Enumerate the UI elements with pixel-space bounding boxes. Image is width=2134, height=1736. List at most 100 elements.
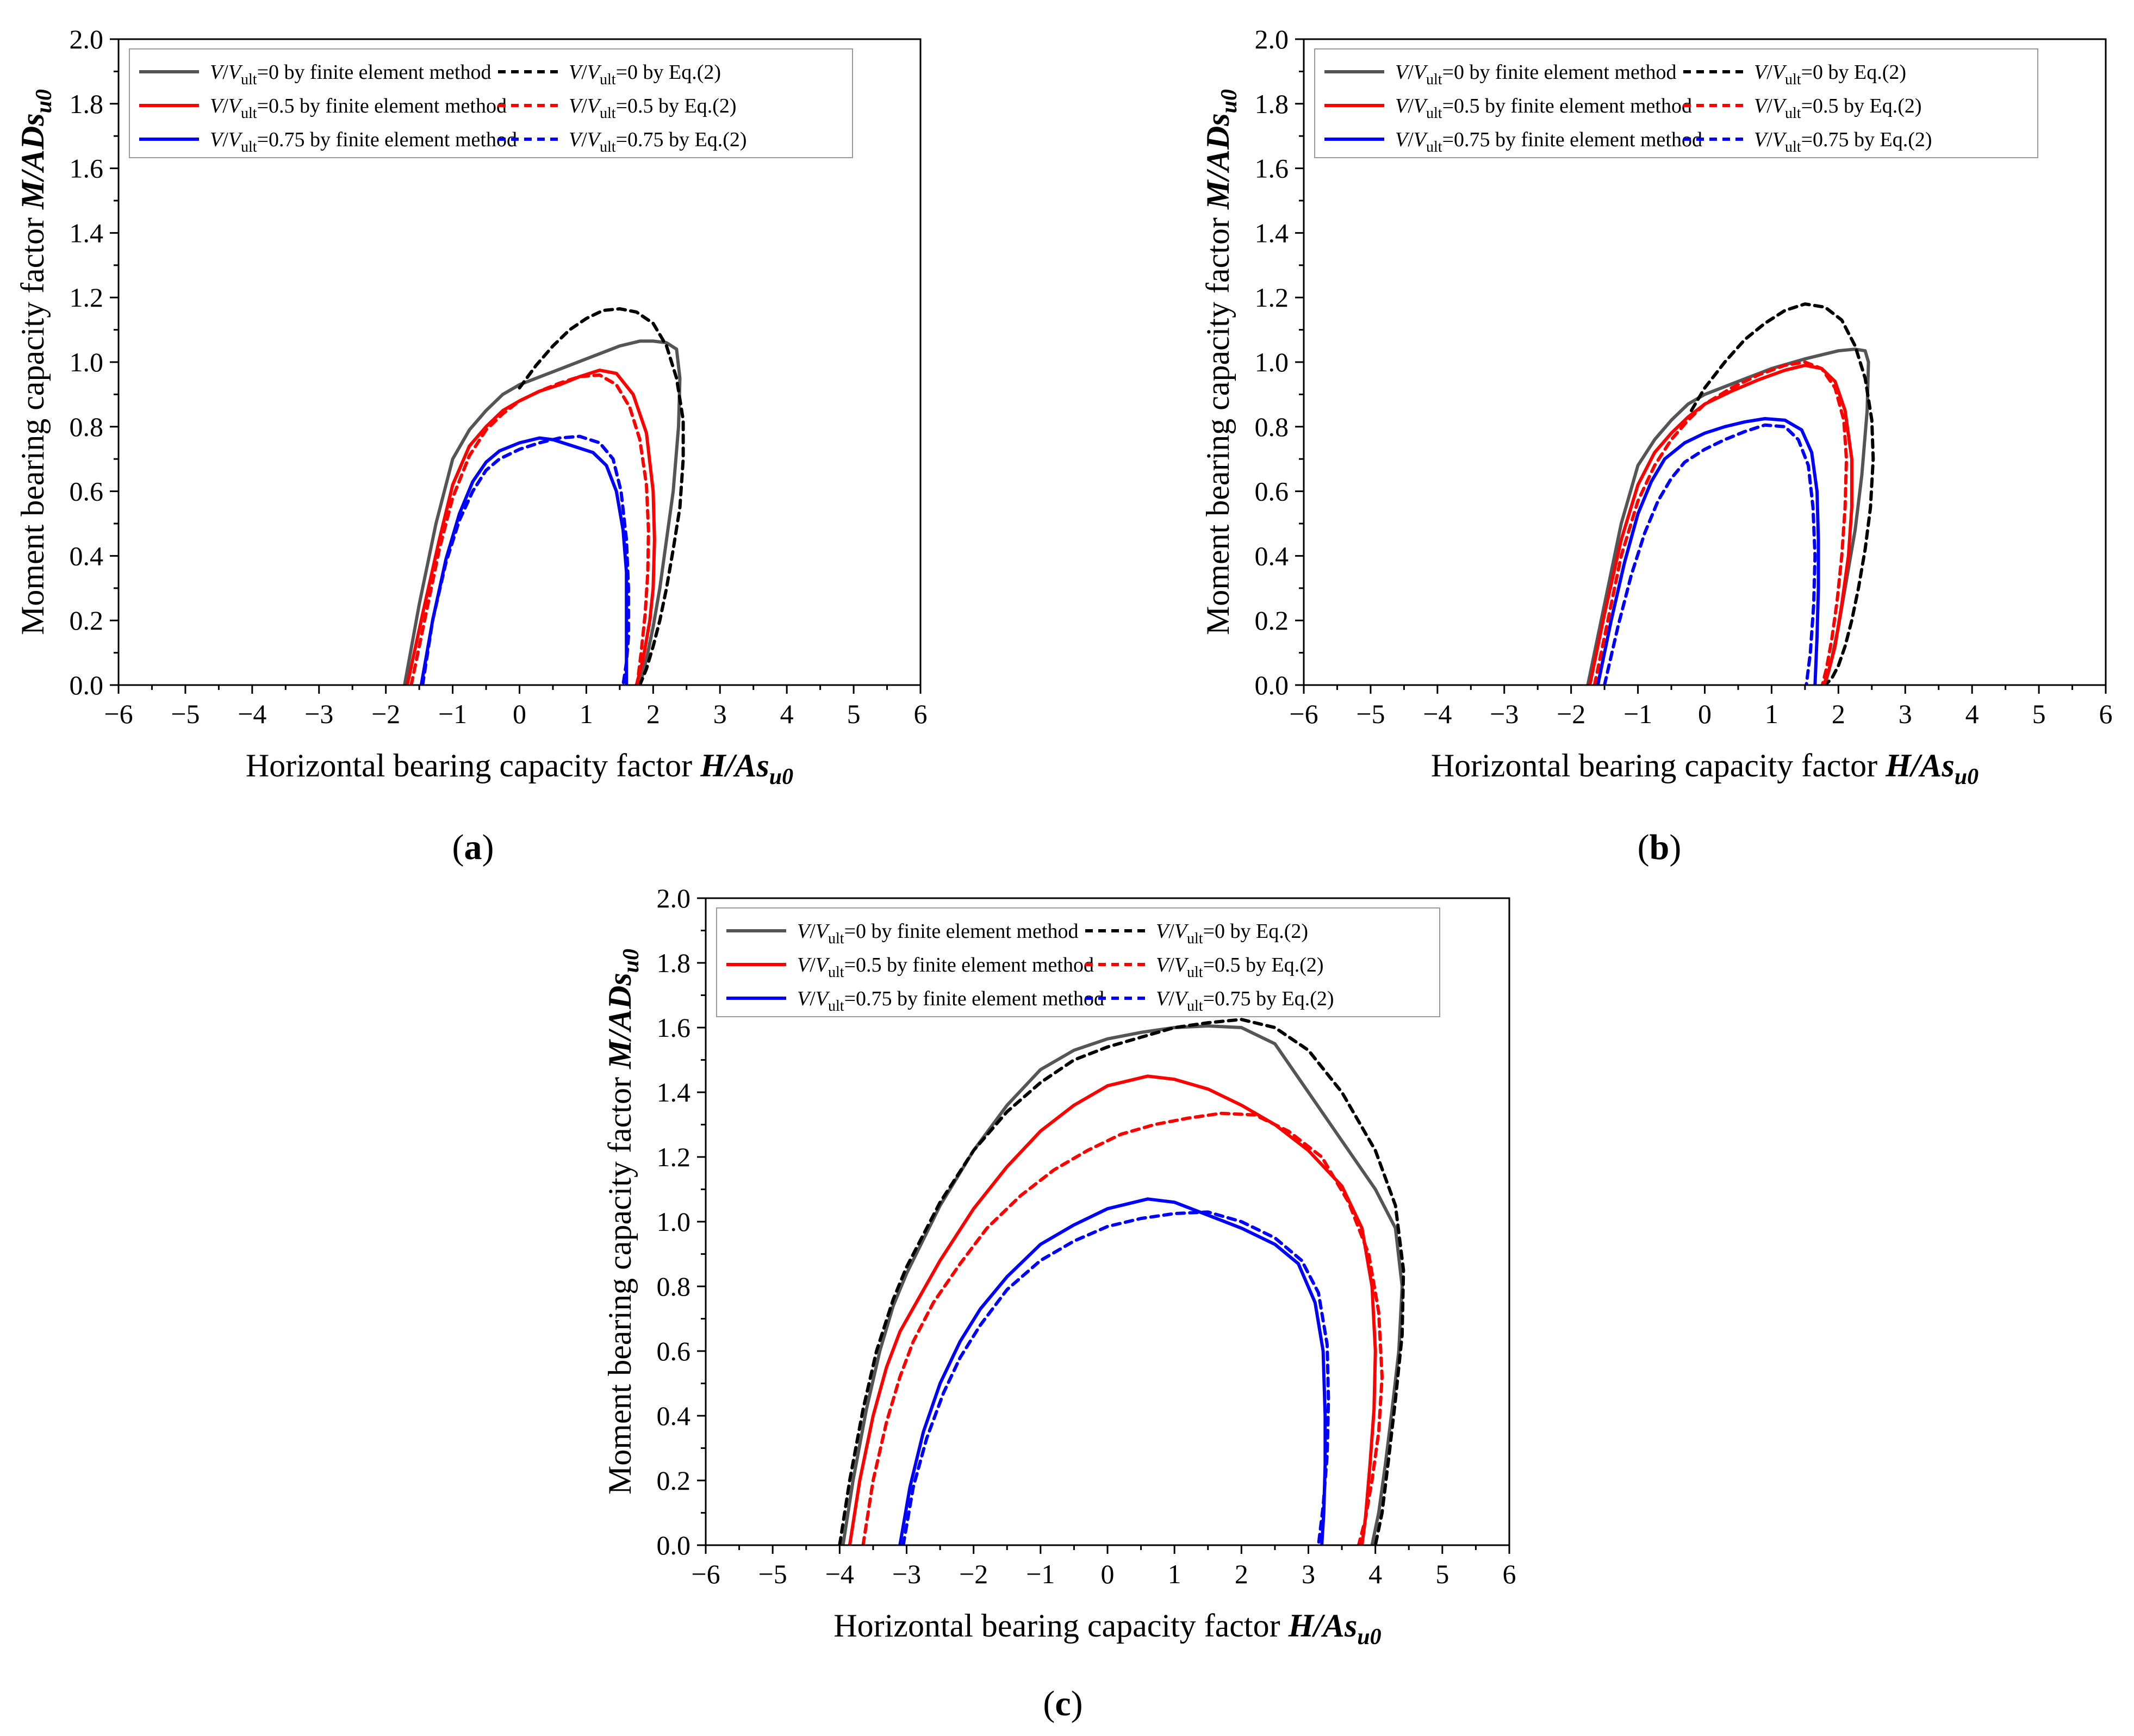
series-line-0_75-fem bbox=[898, 1197, 1327, 1545]
x-tick-label: 4 bbox=[780, 699, 794, 729]
y-tick-label: 0.6 bbox=[657, 1336, 691, 1366]
x-tick-label: −1 bbox=[438, 699, 467, 729]
y-tick-label: 0.6 bbox=[1255, 476, 1289, 507]
x-axis-label: Horizontal bearing capacity factor H/Asu… bbox=[1431, 748, 1979, 789]
x-tick-label: −2 bbox=[959, 1559, 988, 1589]
x-tick-label: 2 bbox=[646, 699, 660, 729]
series-line-0_5-fem bbox=[1588, 363, 1853, 685]
series-line-0-eq2 bbox=[1689, 302, 1875, 685]
x-tick-label: −3 bbox=[892, 1559, 921, 1589]
y-tick-label: 0.8 bbox=[70, 412, 104, 442]
series-line-0_75-eq2 bbox=[901, 1210, 1330, 1545]
y-tick-label: 1.4 bbox=[70, 217, 104, 248]
legend-box bbox=[1314, 48, 2038, 158]
legend: V/Vult=0 by finite element method V/Vult=… bbox=[1314, 48, 2038, 158]
y-tick-label: 0.4 bbox=[1255, 540, 1289, 571]
legend-entry: V/Vult=0 by Eq.(2) bbox=[1156, 920, 1308, 947]
series-line-0_75-eq2 bbox=[421, 434, 630, 685]
legend-entry: V/Vult=0.5 by Eq.(2) bbox=[569, 95, 737, 122]
x-tick-label: −5 bbox=[758, 1559, 787, 1589]
x-tick-label: 3 bbox=[1899, 699, 1912, 729]
y-tick-label: 2.0 bbox=[70, 24, 104, 54]
x-tick-label: 6 bbox=[1503, 1559, 1516, 1589]
x-tick-label: 2 bbox=[1832, 699, 1845, 729]
x-tick-label: 2 bbox=[1235, 1559, 1248, 1589]
y-tick-label: 1.0 bbox=[70, 347, 104, 377]
legend-entry: V/Vult=0 by Eq.(2) bbox=[1754, 61, 1906, 88]
series-line-0-fem bbox=[1586, 347, 1870, 685]
legend-entry: V/Vult=0.5 by finite element method bbox=[210, 95, 507, 122]
x-tick-label: 6 bbox=[914, 699, 928, 729]
legend-entry: V/Vult=0.5 by finite element method bbox=[1395, 95, 1692, 122]
x-tick-label: 5 bbox=[2032, 699, 2046, 729]
y-tick-label: 1.2 bbox=[70, 282, 104, 313]
x-tick-label: −5 bbox=[1356, 699, 1385, 729]
y-tick-label: 0.8 bbox=[657, 1271, 691, 1302]
x-tick-label: 5 bbox=[1435, 1559, 1449, 1589]
legend-entry: V/Vult=0.75 by Eq.(2) bbox=[1156, 987, 1334, 1015]
y-tick-label: 0.2 bbox=[1255, 605, 1289, 636]
panel-label: (c) bbox=[1043, 1684, 1082, 1723]
legend-entry: V/Vult=0 by finite element method bbox=[1395, 61, 1676, 88]
legend-entry: V/Vult=0 by finite element method bbox=[797, 920, 1078, 947]
x-tick-label: −4 bbox=[238, 699, 266, 729]
y-tick-label: 0.2 bbox=[657, 1465, 691, 1496]
series-line-0_5-eq2 bbox=[1592, 360, 1849, 685]
y-tick-label: 1.6 bbox=[657, 1012, 691, 1043]
x-tick-label: −4 bbox=[1423, 699, 1452, 729]
x-tick-label: 3 bbox=[1302, 1559, 1315, 1589]
legend: V/Vult=0 by finite element method V/Vult=… bbox=[129, 48, 853, 158]
legend-box bbox=[716, 907, 1440, 1017]
legend-entry: V/Vult=0.5 by Eq.(2) bbox=[1754, 95, 1922, 122]
y-tick-label: 1.8 bbox=[657, 948, 691, 978]
legend-entry: V/Vult=0.75 by finite element method bbox=[1395, 128, 1702, 155]
y-tick-label: 0.4 bbox=[657, 1401, 691, 1431]
y-tick-label: 1.0 bbox=[657, 1206, 691, 1237]
series-line-0-eq2 bbox=[838, 1018, 1405, 1545]
y-tick-label: 0.8 bbox=[1255, 412, 1289, 442]
series-line-0-eq2 bbox=[518, 307, 685, 685]
y-tick-label: 1.0 bbox=[1255, 347, 1289, 377]
legend-box bbox=[129, 48, 853, 158]
x-tick-label: 3 bbox=[713, 699, 727, 729]
legend-entry: V/Vult=0.5 by finite element method bbox=[797, 954, 1094, 981]
legend-entry: V/Vult=0 by Eq.(2) bbox=[569, 61, 721, 88]
y-axis-label: Moment bearing capacity factor M/ADsu0 bbox=[15, 89, 57, 635]
series-line-0_75-fem bbox=[1596, 417, 1820, 685]
x-tick-label: 0 bbox=[1101, 1559, 1115, 1589]
x-tick-label: 6 bbox=[2099, 699, 2113, 729]
y-tick-label: 0.0 bbox=[657, 1530, 691, 1560]
y-tick-label: 0.0 bbox=[70, 670, 104, 700]
x-tick-label: −4 bbox=[825, 1559, 854, 1589]
y-tick-label: 1.6 bbox=[1255, 153, 1289, 184]
y-tick-label: 0.6 bbox=[70, 476, 104, 507]
y-tick-label: 1.8 bbox=[70, 89, 104, 119]
x-tick-label: −6 bbox=[691, 1559, 720, 1589]
y-tick-label: 0.4 bbox=[70, 540, 104, 571]
x-axis-label: Horizontal bearing capacity factor H/Asu… bbox=[246, 748, 793, 789]
x-tick-label: −5 bbox=[171, 699, 200, 729]
series-line-0_5-eq2 bbox=[861, 1111, 1384, 1545]
x-tick-label: 1 bbox=[1765, 699, 1778, 729]
y-tick-label: 1.2 bbox=[657, 1142, 691, 1172]
x-tick-label: 1 bbox=[580, 699, 593, 729]
x-tick-label: 4 bbox=[1368, 1559, 1382, 1589]
x-tick-label: −2 bbox=[371, 699, 400, 729]
legend-entry: V/Vult=0 by finite element method bbox=[210, 61, 491, 88]
series-line-0-fem bbox=[841, 1024, 1404, 1545]
y-tick-label: 1.6 bbox=[70, 153, 104, 184]
legend-entry: V/Vult=0.75 by finite element method bbox=[210, 128, 517, 155]
x-tick-label: −3 bbox=[1490, 699, 1519, 729]
series-line-0_5-eq2 bbox=[409, 373, 650, 685]
series-line-0_75-eq2 bbox=[1603, 423, 1817, 685]
legend-entry: V/Vult=0.75 by finite element method bbox=[797, 987, 1104, 1015]
series-line-0_5-fem bbox=[848, 1074, 1377, 1545]
series-line-0-fem bbox=[403, 339, 682, 685]
panel-label: (a) bbox=[452, 827, 494, 867]
legend: V/Vult=0 by finite element method V/Vult=… bbox=[716, 907, 1440, 1017]
x-tick-label: −6 bbox=[1289, 699, 1318, 729]
y-tick-label: 0.2 bbox=[70, 605, 104, 636]
x-tick-label: −1 bbox=[1623, 699, 1652, 729]
x-tick-label: 0 bbox=[513, 699, 526, 729]
